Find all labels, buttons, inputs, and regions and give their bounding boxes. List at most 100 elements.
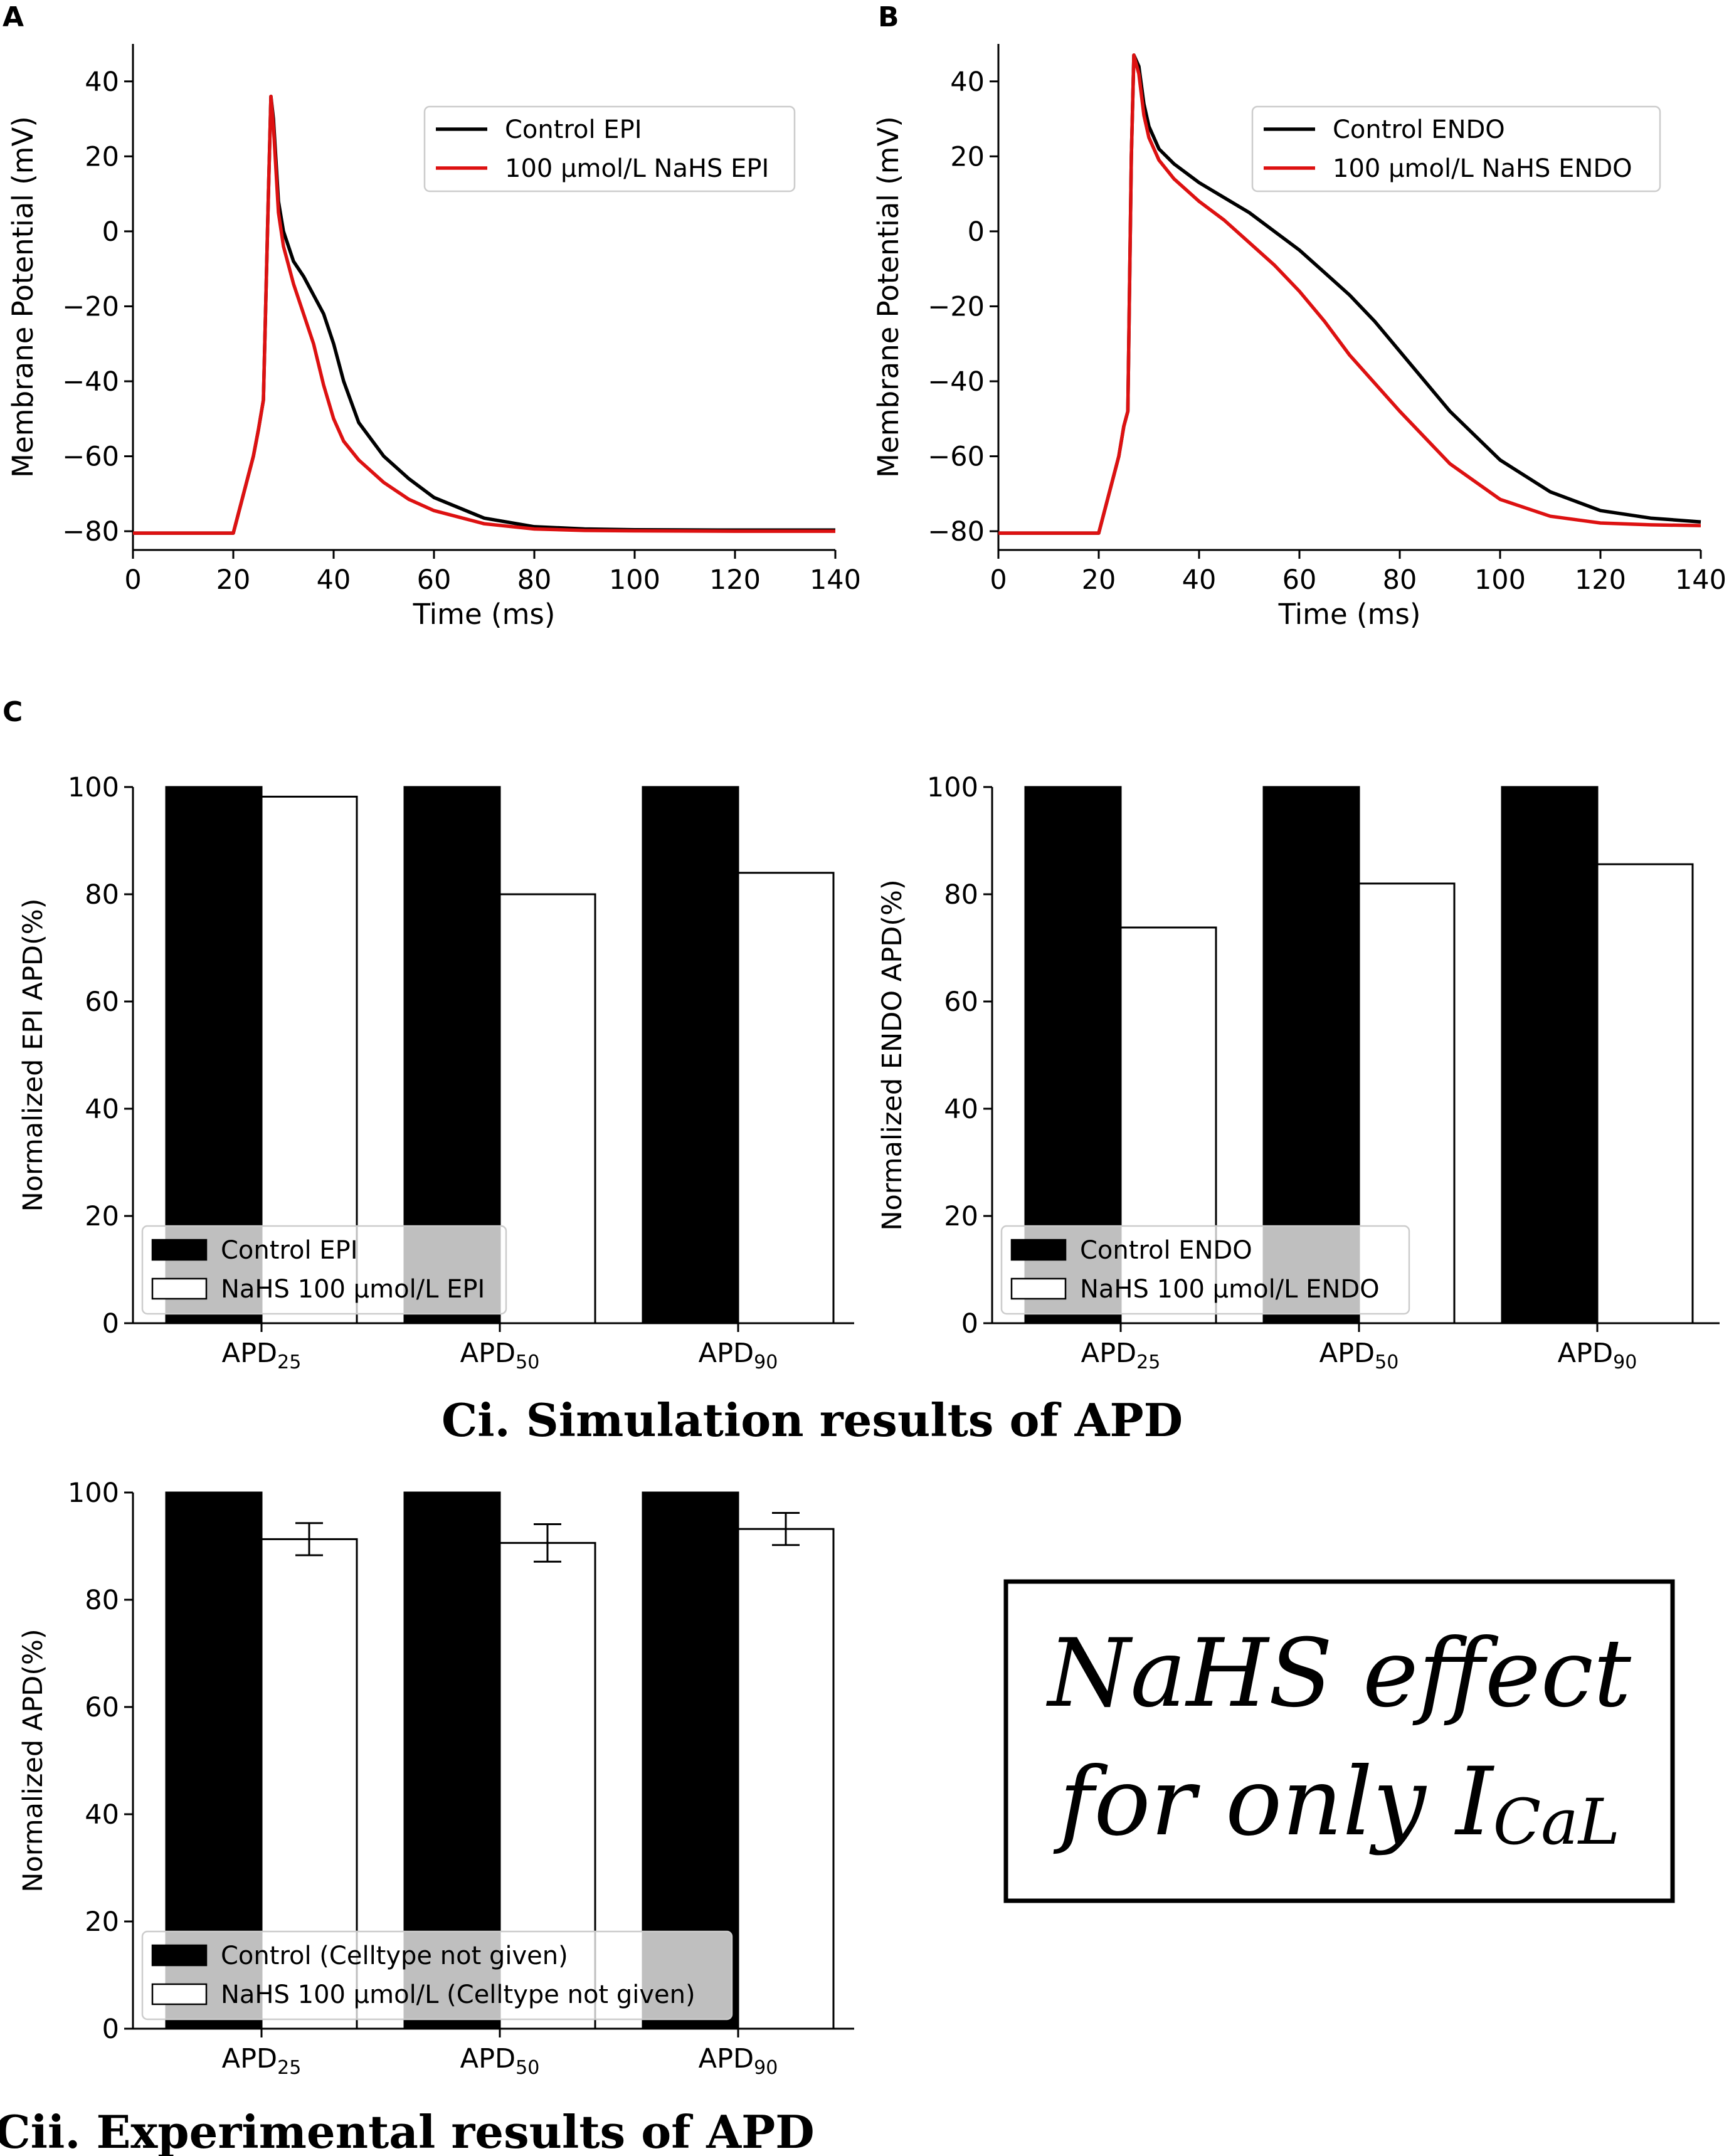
chart-ci-left-y-tick-label: 100 [68,772,119,803]
note-line-2-subscript: CaL [1493,1785,1621,1859]
chart-ci-right-x-tick-label-base: APD [1319,1338,1375,1369]
chart-b-x-tick-label: 100 [1474,564,1526,596]
chart-ci-left-x-tick-label-subscript: 25 [277,1351,301,1373]
chart-b-series-line-nahs [998,53,1701,535]
chart-b-y-tick-label: 20 [950,141,985,172]
chart-a-legend-label-1: 100 μmol/L NaHS EPI [505,154,769,183]
panel-label-b: B [878,1,899,33]
chart-cii-x-tick-label-subscript: 25 [277,2057,301,2079]
chart-b-legend-label-1: 100 μmol/L NaHS ENDO [1333,154,1632,183]
chart-ci-left-x-tick-label-25: APD25 [222,1338,302,1373]
chart-cii-y-tick-label: 20 [85,1906,119,1938]
chart-ci-left-legend-label-0: Control EPI [221,1236,358,1265]
chart-cii-y-tick-label: 80 [85,1585,119,1616]
chart-b-y-tick-label: −80 [928,516,985,547]
chart-ci-right-x-tick-label-base: APD [1081,1338,1136,1369]
chart-ci-left-legend-frame [141,1225,507,1315]
chart-cii-x-tick-label-subscript: 90 [754,2057,778,2079]
chart-cii-x-tick-label-base: APD [460,2043,516,2074]
chart-ci-right-y-tick-label: 20 [944,1201,978,1232]
note-line-1: NaHS effect [1046,1619,1632,1728]
chart-ci-right-legend-frame [1000,1225,1410,1315]
chart-ci-left-bar-nahs-90 [737,872,835,1324]
chart-ci-right-y-tick-label: 40 [944,1094,978,1125]
chart-b-y-axis-label: Membrane Potential (mV) [872,116,905,478]
chart-ci-left-y-tick-label: 0 [102,1308,119,1340]
chart-cii-y-tick-label: 0 [102,2014,119,2045]
chart-ci-left-x-tick-label-base: APD [699,1338,754,1369]
chart-ci-left-legend-swatch-0 [151,1239,208,1261]
chart-ci-right-x-tick-label-base: APD [1558,1338,1613,1369]
chart-a-y-tick-label: 20 [85,141,119,172]
chart-cii-y-tick-label: 100 [68,1477,119,1509]
chart-ci-left-y-tick-label: 60 [85,986,119,1018]
chart-a-epi-action-potential: −80 −60 −40 −20 0 20 40 0 20 40 60 80 100 120 140 Time … [6,44,861,631]
chart-a-y-tick-label: −60 [62,441,119,473]
section-title-ci: Ci. Simulation results of APD [442,1393,1183,1447]
chart-ci-right-y-axis-label: Normalized ENDO APD(%) [877,879,908,1230]
chart-cii-x-tick-label-subscript: 50 [516,2057,539,2079]
chart-b-endo-action-potential: −80 −60 −40 −20 0 20 40 0 20 40 60 80 100 120 140 Time … [872,44,1726,631]
chart-b-x-tick-label: 80 [1383,564,1417,596]
chart-ci-left-y-tick-label: 20 [85,1201,119,1232]
chart-cii-bar-nahs-90 [737,1528,835,2030]
chart-cii-legend-swatch-1 [151,1983,208,2005]
chart-ci-left-x-tick-label-base: APD [222,1338,277,1369]
note-line-2: for only ICaL [1053,1748,1620,1859]
chart-a-legend-frame [423,105,796,193]
panel-label-a: A [3,1,24,33]
chart-b-y-tick-label: 40 [950,66,985,98]
chart-ci-left-y-tick-label: 80 [85,879,119,911]
chart-ci-right-x-tick-label-subscript: 50 [1375,1351,1399,1373]
chart-ci-right-x-tick-label-25: APD25 [1081,1338,1161,1373]
chart-ci-left-legend-swatch-1 [151,1277,208,1300]
chart-a-x-tick-label: 100 [609,564,660,596]
chart-b-x-tick-label: 120 [1575,564,1626,596]
chart-b-y-tick-label: −20 [928,291,985,322]
chart-a-series-line-nahs [133,94,835,535]
chart-b-x-axis-label: Time (ms) [1278,598,1421,631]
chart-ci-left-x-tick-label-50: APD50 [460,1338,540,1373]
chart-cii-y-axis-label: Normalized APD(%) [18,1629,49,1892]
chart-cii-legend-frame [141,1930,733,2021]
chart-b-x-tick-label: 60 [1282,564,1317,596]
chart-ci-left-bar-control-90 [642,786,739,1324]
chart-ci-right-x-tick-label-subscript: 90 [1613,1351,1637,1373]
chart-b-legend-frame [1251,105,1661,193]
chart-b-y-tick-label: −40 [928,366,985,398]
note-box-frame [1003,1579,1675,1903]
chart-a-y-tick-label: −80 [62,516,119,547]
chart-a-y-tick-label: −40 [62,366,119,398]
chart-ci-right-y-tick-label: 100 [927,772,978,803]
chart-b-x-tick-label: 140 [1675,564,1726,596]
chart-a-x-tick-label: 80 [517,564,552,596]
chart-cii-legend-label-0: Control (Celltype not given) [221,1942,568,1970]
chart-ci-right-legend-label-0: Control ENDO [1080,1236,1252,1265]
note-line-2-text: for only I [1053,1748,1495,1857]
chart-a-x-tick-label: 140 [810,564,861,596]
chart-a-legend-label-0: Control EPI [505,115,642,144]
chart-ci-left-y-axis-label: Normalized EPI APD(%) [18,899,49,1212]
chart-b-y-tick-label: 0 [968,216,985,248]
chart-a-y-axis-label: Membrane Potential (mV) [6,116,40,478]
chart-ci-right-legend-swatch-0 [1010,1239,1067,1261]
chart-b-x-tick-label: 40 [1182,564,1217,596]
chart-ci-right-x-tick-label-50: APD50 [1319,1338,1399,1373]
chart-ci-left-x-tick-label-subscript: 90 [754,1351,778,1373]
chart-ci-right-y-tick-label: 60 [944,986,978,1018]
chart-ci-right-bar-nahs-90 [1596,863,1694,1324]
chart-b-y-tick-label: −60 [928,441,985,473]
chart-cii-x-tick-label-50: APD50 [460,2043,540,2079]
chart-a-y-tick-label: 40 [85,66,119,98]
chart-ci-left-x-tick-label-90: APD90 [699,1338,778,1373]
chart-ci-right-y-tick-label: 0 [961,1308,978,1340]
chart-b-x-tick-label: 0 [990,564,1007,596]
chart-cii-y-tick-label: 40 [85,1799,119,1831]
chart-cii-x-tick-label-25: APD25 [222,2043,302,2079]
chart-ci-right-y-tick-label: 80 [944,879,978,911]
chart-ci-left-bar-nahs-50 [499,893,596,1324]
chart-a-x-tick-label: 20 [216,564,251,596]
